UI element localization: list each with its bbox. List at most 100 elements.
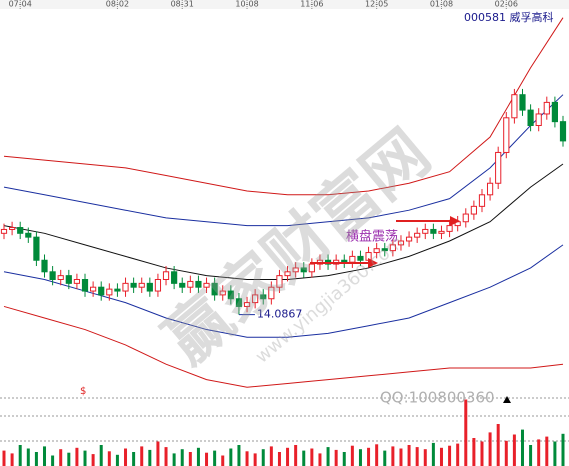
x-tick-label: 02-06 xyxy=(495,0,518,9)
candle-body xyxy=(106,288,113,296)
candle-body xyxy=(486,182,494,196)
candle-body xyxy=(154,279,162,292)
candle-body xyxy=(430,228,437,234)
volume-bar xyxy=(520,429,524,466)
candle-body xyxy=(187,280,194,288)
stock-label: 000581 威孚高科 xyxy=(464,10,554,24)
volume-bar xyxy=(132,452,136,466)
volume-bar xyxy=(156,441,160,466)
volume-bar xyxy=(148,449,152,466)
candle-body xyxy=(98,286,105,296)
candle-body xyxy=(41,259,48,273)
candle-body xyxy=(276,275,283,288)
candle-body xyxy=(503,117,510,153)
candle-body xyxy=(219,290,226,296)
volume-bar xyxy=(415,447,419,466)
x-tick-label: 10-08 xyxy=(235,0,258,9)
volume-bar xyxy=(34,452,38,466)
band-line xyxy=(3,94,564,227)
candle-body xyxy=(559,121,567,142)
candle-body xyxy=(235,298,243,307)
candle-body xyxy=(122,282,129,292)
volume-bar xyxy=(553,441,557,466)
volume-bar xyxy=(537,439,541,466)
volume-bar xyxy=(115,454,119,466)
marker: $ xyxy=(80,386,86,397)
volume-bar xyxy=(383,450,387,466)
candle-body xyxy=(397,240,405,246)
candle-body xyxy=(446,225,453,232)
volume-bar xyxy=(350,445,354,466)
candle-body xyxy=(422,228,429,234)
candle-body xyxy=(211,282,218,296)
annotation: 横盘震荡 xyxy=(346,229,398,245)
volume-bar xyxy=(448,445,452,466)
candle-body xyxy=(519,94,526,111)
volume-bar xyxy=(464,399,468,466)
candle-body xyxy=(130,282,137,288)
volume-bar xyxy=(480,441,484,466)
triangle-marker xyxy=(503,396,511,403)
volume-bar xyxy=(391,446,395,466)
volume-bar xyxy=(75,447,79,466)
candle-body xyxy=(65,275,72,284)
candle-body xyxy=(495,151,502,184)
candle-body xyxy=(284,271,291,277)
candle-body xyxy=(17,227,24,234)
volume-bar xyxy=(529,445,533,466)
candle-body xyxy=(405,236,413,242)
x-tick-label: 08-31 xyxy=(171,0,194,9)
volume-bar xyxy=(423,449,427,466)
volume-bar xyxy=(310,448,314,466)
volume-bar xyxy=(229,448,233,466)
candle-body xyxy=(203,282,210,288)
x-tick-label: 12-05 xyxy=(365,0,388,9)
volume-bar xyxy=(124,448,128,466)
candle-body xyxy=(49,271,56,280)
candle-body xyxy=(381,248,388,252)
arrow-head xyxy=(450,216,460,226)
volume-bar xyxy=(188,452,192,466)
volume-bar xyxy=(67,452,71,466)
candle-body xyxy=(90,286,97,292)
volume-bar xyxy=(164,447,168,466)
volume-bar xyxy=(91,454,95,466)
volume-bar xyxy=(545,436,549,466)
candle-body xyxy=(195,280,202,288)
low-label: 14.0867 xyxy=(257,308,303,321)
x-tick-label: 08-02 xyxy=(106,0,129,9)
candle-body xyxy=(511,94,518,119)
x-tick-label: 11-06 xyxy=(300,0,323,9)
volume-bar xyxy=(342,452,346,466)
arrow-head xyxy=(368,258,378,268)
volume-bar xyxy=(431,442,435,466)
volume-bar xyxy=(302,450,306,466)
candle-body xyxy=(9,227,16,230)
candle-body xyxy=(138,282,145,288)
volume-bar xyxy=(407,445,411,466)
candle-body xyxy=(535,113,542,126)
volume-bar xyxy=(326,447,330,466)
volume-bar xyxy=(172,453,176,466)
date-strip xyxy=(0,0,569,9)
candle-body xyxy=(349,255,356,263)
volume-bar xyxy=(99,445,103,466)
candle-body xyxy=(470,205,477,215)
volume-bar xyxy=(439,447,443,466)
volume-bar xyxy=(107,451,111,466)
candle-body xyxy=(551,101,558,123)
candle-body xyxy=(478,194,486,207)
candle-body xyxy=(260,294,267,300)
volume-bar xyxy=(43,446,47,466)
volume-bar xyxy=(261,449,265,466)
volume-bar xyxy=(18,445,22,466)
volume-bar xyxy=(472,438,476,466)
candle-body xyxy=(243,302,251,307)
candle-body xyxy=(357,255,364,261)
volume-bar xyxy=(496,424,500,466)
candle-body xyxy=(292,267,299,273)
x-tick-label: 01-08 xyxy=(430,0,453,9)
candle-body xyxy=(146,282,153,292)
volume-bar xyxy=(26,448,30,466)
